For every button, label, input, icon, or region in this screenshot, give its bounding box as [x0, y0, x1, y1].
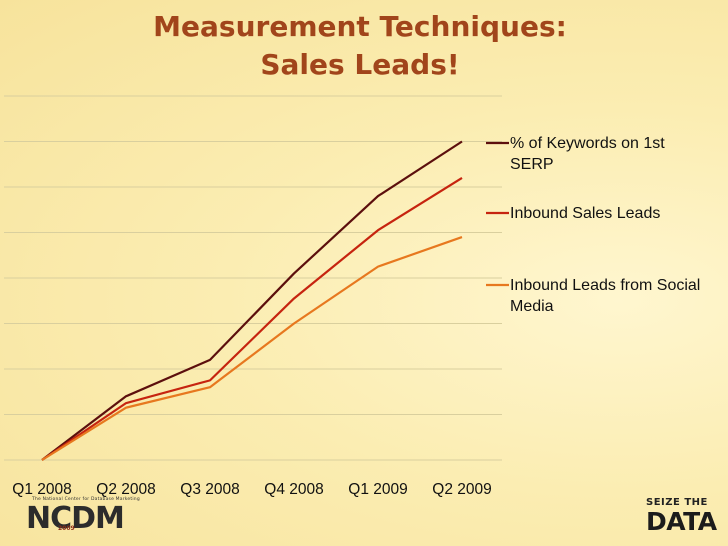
- legend-label-1: SERP: [510, 156, 554, 173]
- seize-the-data-logo-top: SEIZE THE: [646, 497, 708, 508]
- slide-title: Measurement Techniques: Sales Leads!: [60, 8, 660, 84]
- gridlines: [4, 95, 502, 461]
- ncdm-logo-year: 2009: [58, 525, 75, 532]
- x-tick-label: Q3 2008: [180, 481, 239, 498]
- x-tick-label: Q2 2008: [96, 481, 155, 498]
- seize-the-data-logo: DATA: [646, 507, 717, 536]
- x-axis-ticks: Q1 2008 Q2 2008 Q3 2008 Q4 2008 Q1 2009 Q2 20…: [12, 481, 491, 498]
- title-line-1: Measurement Techniques:: [153, 10, 567, 43]
- legend-label-1: % of Keywords on 1st: [510, 135, 665, 152]
- x-tick-label: Q2 2009: [432, 481, 491, 498]
- series-line-1: [41, 140, 463, 461]
- series-line-3: [41, 236, 463, 461]
- ncdm-logo-tagline: The National Center for Database Marketi…: [32, 497, 140, 502]
- ncdm-logo: NCDM: [26, 501, 125, 536]
- legend-label-3: Inbound Leads from Social: [510, 277, 700, 294]
- x-tick-label: Q1 2008: [12, 481, 71, 498]
- series-line-2: [41, 176, 463, 461]
- series-lines: [41, 140, 463, 461]
- x-tick-label: Q4 2008: [264, 481, 323, 498]
- legend: % of Keywords on 1st SERP Inbound Sales Le…: [486, 135, 700, 315]
- legend-label-2: Inbound Sales Leads: [510, 205, 660, 222]
- x-tick-label: Q1 2009: [348, 481, 407, 498]
- legend-label-3: Media: [510, 298, 554, 315]
- title-line-2: Sales Leads!: [260, 48, 460, 81]
